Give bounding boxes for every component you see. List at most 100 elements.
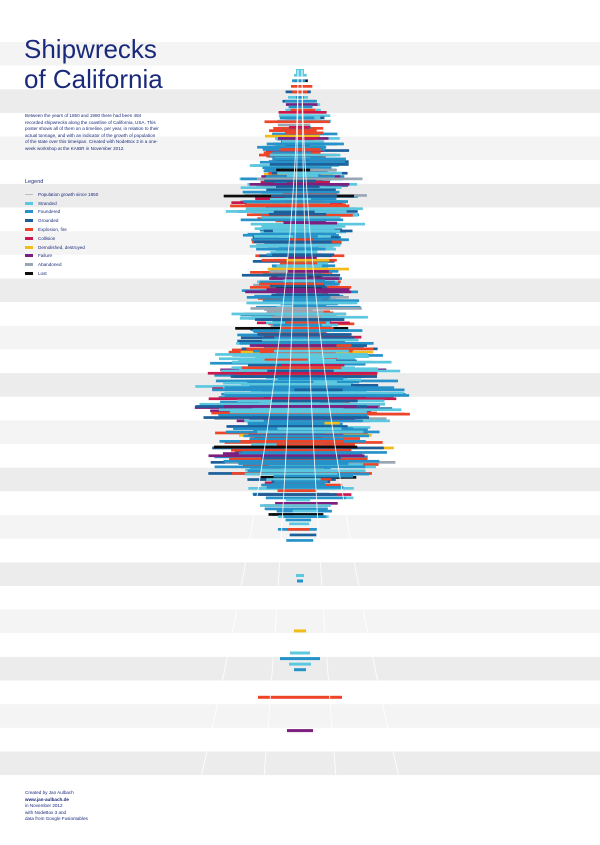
shipwreck-bar (224, 394, 373, 397)
shipwreck-bar (223, 405, 357, 408)
shipwreck-bar (256, 243, 341, 247)
shipwreck-bar (296, 69, 304, 74)
shipwreck-bar (290, 651, 310, 655)
credits-website-link[interactable]: www.jan-aulbach.de (25, 796, 69, 802)
year-band (0, 585, 600, 610)
shipwreck-bar (289, 232, 325, 236)
shipwreck-bar (260, 318, 345, 321)
legend-label: Collision (38, 235, 56, 241)
year-band (0, 751, 600, 776)
shipwreck-bar (259, 160, 345, 164)
shipwreck-bar (279, 262, 318, 265)
legend-label: Foundered (38, 209, 61, 215)
shipwreck-bar (280, 148, 321, 151)
credits-author: Created by Jan Aulbach (25, 790, 74, 795)
shipwreck-bar (253, 493, 337, 496)
shipwreck-bar (287, 256, 317, 260)
shipwreck-bar (272, 157, 346, 161)
shipwreck-bar (285, 99, 317, 103)
shipwreck-bar (261, 483, 326, 487)
shipwreck-bar (283, 515, 327, 518)
shipwreck-bar (259, 504, 331, 507)
shipwreck-bar (252, 416, 361, 419)
credits-source: data from Google Fusiontables (25, 816, 88, 822)
shipwreck-bar (241, 383, 351, 386)
year-band (0, 680, 600, 705)
shipwreck-bar (293, 235, 318, 238)
shipwreck-bar (261, 469, 366, 473)
shipwreck-bar (276, 264, 322, 268)
year-band (0, 609, 600, 634)
population-line (197, 69, 299, 791)
shipwreck-bar (254, 235, 331, 238)
shipwreck-bar (283, 221, 338, 225)
shipwreck-bar (223, 459, 380, 463)
shipwreck-bar (267, 267, 349, 271)
shipwreck-bar (241, 366, 342, 370)
shipwreck-bar (292, 90, 308, 94)
shipwreck-bar (268, 513, 324, 516)
shipwreck-bar (243, 434, 370, 438)
shipwreck-bar (246, 296, 331, 299)
shipwreck-bar (294, 668, 306, 672)
shipwreck-bar (274, 349, 349, 353)
population-line (301, 69, 403, 791)
shipwreck-bar (276, 443, 355, 446)
legend-swatch (25, 236, 33, 240)
shipwreck-bar (214, 465, 366, 469)
shipwreck-bar (215, 353, 368, 356)
legend-item: Demolished, destroyed (25, 243, 145, 252)
shipwreck-bar (231, 312, 347, 316)
shipwreck-bar (288, 105, 313, 109)
shipwreck-bar (269, 277, 340, 280)
shipwreck-bar (230, 375, 365, 378)
shipwreck-bar (242, 451, 387, 454)
shipwreck-bar (242, 360, 392, 364)
shipwreck-bar (251, 301, 358, 305)
year-band (0, 727, 600, 752)
shipwreck-bar (250, 307, 362, 310)
legend-item: Abandoned (25, 260, 145, 269)
shipwreck-bar (224, 386, 395, 389)
legend-swatch (25, 201, 33, 205)
shipwreck-bar (277, 171, 342, 175)
shipwreck-bar (256, 247, 326, 251)
shipwreck-bar (266, 478, 321, 481)
shipwreck-bar (274, 336, 322, 340)
shipwreck-bar (289, 126, 310, 129)
legend-swatch (25, 254, 33, 258)
shipwreck-bar (258, 695, 342, 699)
title-line-2: of California (24, 64, 163, 94)
credits-date: in November 2012 (25, 803, 63, 809)
shipwreck-bar (277, 427, 342, 430)
shipwreck-bar (256, 177, 363, 181)
year-band (0, 775, 600, 799)
shipwreck-bar (285, 131, 324, 135)
shipwreck-bar (208, 454, 365, 458)
shipwreck-bar (218, 414, 368, 417)
shipwreck-bar (269, 129, 317, 132)
shipwreck-bar (255, 355, 369, 358)
shipwreck-bar (214, 445, 358, 449)
shipwreck-bar (277, 123, 311, 127)
shipwreck-bar (297, 579, 303, 583)
shipwreck-bar (253, 240, 332, 244)
shipwreck-bar (289, 662, 311, 666)
shipwreck-bar (292, 79, 306, 83)
shipwreck-bar (276, 185, 320, 188)
shipwreck-bar (257, 333, 352, 336)
shipwreck-bar (280, 657, 320, 661)
year-band (0, 633, 600, 657)
shipwreck-bar (289, 533, 317, 537)
shipwreck-bar (231, 448, 352, 452)
shipwreck-bar (281, 364, 345, 367)
shipwreck-bar (273, 474, 354, 478)
shipwreck-bar (285, 103, 318, 106)
shipwreck-bar (264, 507, 328, 511)
shipwreck-bar (287, 729, 313, 733)
legend-label: Grounded (38, 218, 59, 224)
legend-item: Grounded (25, 216, 145, 225)
shipwreck-bar (269, 163, 349, 166)
shipwreck-bar (264, 358, 308, 362)
shipwreck-bar (207, 371, 378, 375)
